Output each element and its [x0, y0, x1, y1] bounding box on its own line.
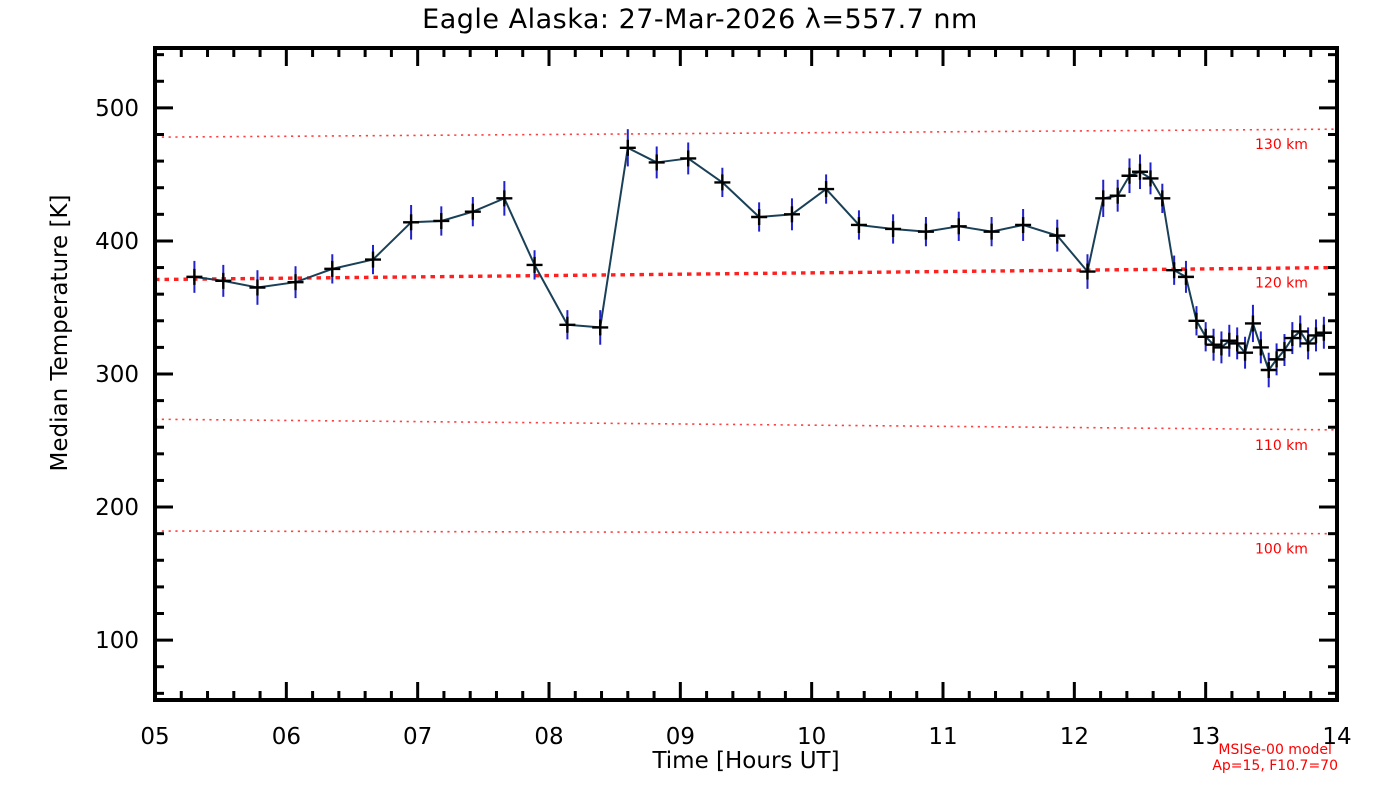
data-point-marker: [1132, 163, 1148, 180]
data-series-group: [186, 129, 1332, 388]
data-point-marker: [1307, 327, 1324, 344]
data-point-marker: [1121, 167, 1138, 184]
data-point-marker: [1079, 263, 1096, 280]
data-line: [194, 146, 1325, 372]
data-point-marker: [714, 174, 731, 191]
data-point-marker: [818, 181, 835, 198]
data-point-marker: [1244, 315, 1261, 332]
data-point-marker: [324, 260, 341, 277]
data-point-marker: [850, 216, 867, 233]
data-point-marker: [1095, 190, 1112, 207]
data-point-marker: [983, 223, 1000, 240]
data-point-marker: [526, 256, 543, 273]
tick-labels-group: 05 06 07 08 09 10 11 12 13 14 100 200 300 400 500: [95, 96, 1352, 750]
model-altitude-line: [154, 265, 1338, 282]
data-point-marker: [1260, 362, 1277, 379]
data-point-marker: [496, 190, 513, 207]
altitude-label: 110 km: [1255, 438, 1308, 454]
data-point-marker: [917, 223, 934, 240]
data-point-marker: [1229, 335, 1246, 352]
x-tick-label: 10: [797, 724, 826, 750]
data-point-marker: [680, 150, 697, 167]
model-altitude-line: [154, 530, 1338, 535]
data-point-marker: [215, 272, 232, 289]
data-point-marker: [1252, 339, 1269, 356]
axes-group: [153, 46, 1339, 702]
data-point-marker: [1049, 227, 1066, 244]
x-tick-label: 06: [272, 724, 301, 750]
plot-frame: [153, 46, 1339, 702]
data-point-marker: [1300, 335, 1317, 352]
x-tick-label: 13: [1191, 724, 1220, 750]
altitude-labels-group: 130 km 120 km 110 km 100 km: [1255, 137, 1308, 558]
data-point-marker: [186, 268, 203, 285]
model-lines-group: [154, 128, 1338, 535]
data-point-marker: [1154, 190, 1171, 207]
data-point-marker: [1268, 351, 1285, 368]
data-point-marker: [1213, 339, 1230, 356]
data-point-marker: [1015, 216, 1032, 233]
data-point-marker: [249, 279, 266, 296]
data-point-marker: [464, 203, 481, 220]
page-title: Eagle Alaska: 27-Mar-2026 λ=557.7 nm: [422, 4, 978, 35]
model-annotation-line2: Ap=15, F10.7=70: [1212, 758, 1338, 775]
data-point-marker: [1166, 262, 1183, 279]
y-tick-label: 100: [95, 628, 139, 654]
data-point-marker: [1284, 330, 1301, 347]
y-tick-label: 300: [95, 362, 139, 388]
y-tick-label: 400: [95, 229, 139, 255]
data-point-marker: [1142, 170, 1159, 187]
data-point-marker: [1237, 344, 1254, 361]
data-point-marker: [1205, 336, 1222, 353]
data-point-marker: [751, 208, 768, 225]
x-axis-label: Time [Hours UT]: [652, 748, 840, 774]
data-point-marker: [559, 316, 576, 333]
y-tick-label: 200: [95, 495, 139, 521]
data-point-marker: [783, 206, 800, 223]
y-tick-label: 500: [95, 96, 139, 122]
data-point-marker: [1197, 328, 1214, 345]
data-point-marker: [950, 218, 967, 235]
data-point-marker: [1292, 323, 1309, 340]
x-tick-label: 09: [666, 724, 695, 750]
data-point-marker: [885, 220, 902, 237]
model-altitude-line: [154, 418, 1338, 431]
x-tick-label: 12: [1060, 724, 1089, 750]
data-point-marker: [1221, 332, 1238, 349]
data-point-marker: [1177, 268, 1194, 285]
data-point-marker: [287, 274, 304, 291]
altitude-label: 130 km: [1255, 137, 1308, 153]
x-tick-label: 07: [403, 724, 432, 750]
x-tick-label: 11: [928, 724, 957, 750]
data-point-marker: [1188, 312, 1205, 329]
data-point-marker: [1109, 187, 1126, 204]
data-point-marker: [1315, 324, 1332, 341]
data-point-marker: [619, 139, 636, 156]
altitude-label: 120 km: [1255, 276, 1308, 292]
data-point-marker: [365, 251, 382, 268]
data-point-marker: [433, 212, 450, 229]
data-point-marker: [592, 319, 609, 336]
x-tick-label: 14: [1322, 724, 1351, 750]
data-point-marker: [403, 214, 420, 231]
model-annotation: MSISe-00 model Ap=15, F10.7=70: [1212, 742, 1338, 774]
data-point-marker: [1276, 342, 1293, 359]
x-tick-label: 08: [534, 724, 563, 750]
model-altitude-line: [154, 128, 1338, 138]
model-annotation-line1: MSISe-00 model: [1218, 742, 1332, 758]
data-point-marker: [648, 154, 665, 171]
x-tick-label: 05: [140, 724, 169, 750]
altitude-label: 100 km: [1255, 542, 1308, 558]
